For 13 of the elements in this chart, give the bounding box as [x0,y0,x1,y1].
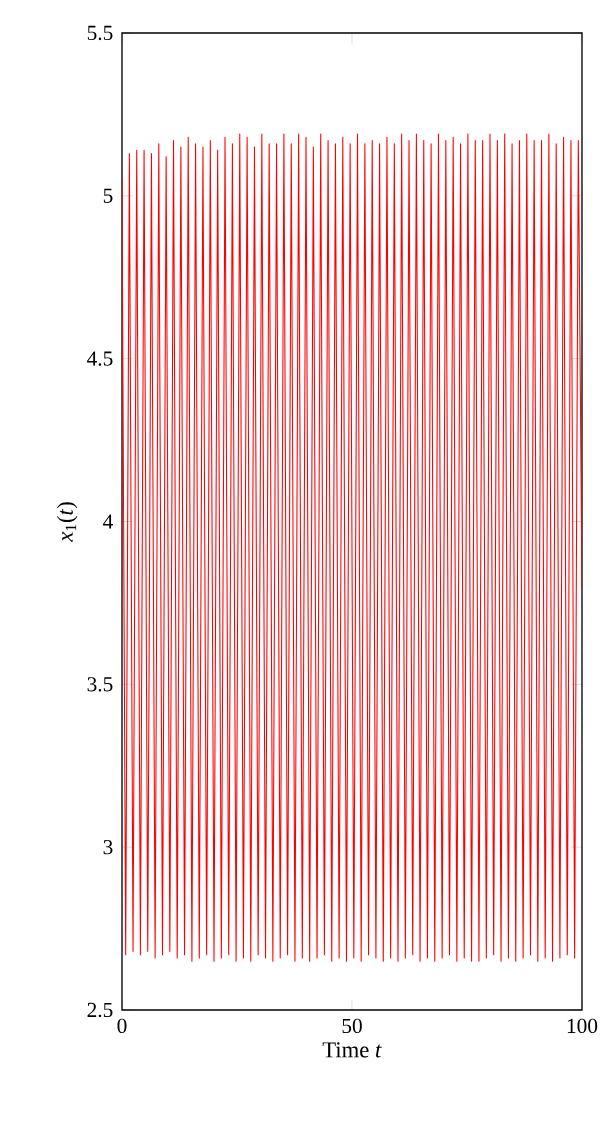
x-tick-label: 0 [117,1018,127,1034]
y-tick-label: 5.5 [87,25,113,41]
y-tick-label: 4 [102,514,113,529]
x-tick-label: 50 [342,1018,362,1034]
y-tick-label: 5 [103,188,113,203]
line-series [121,133,582,962]
x-tick-label: 100 [567,1018,597,1034]
x-axis-title: Time t [322,1042,382,1058]
y-tick-label: 2.5 [87,1002,113,1018]
y-tick-label: 3 [103,840,113,855]
y-tick-label: 3.5 [87,677,113,692]
y-axis-title: x$_{1}$(t) [56,502,78,543]
y-tick-label: 4.5 [86,351,113,366]
